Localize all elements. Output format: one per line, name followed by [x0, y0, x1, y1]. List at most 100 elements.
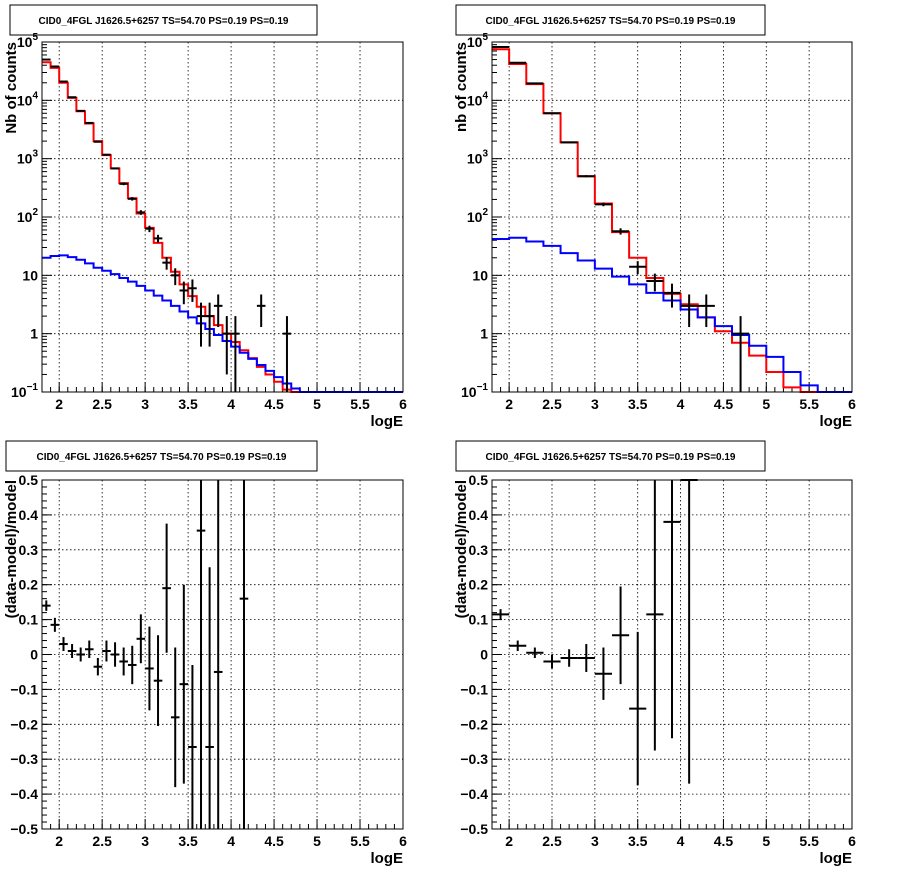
data-point	[732, 316, 750, 392]
data-point	[612, 586, 630, 685]
y-tick-label: −0.3	[460, 751, 488, 767]
x-tick-label: 3.5	[178, 833, 198, 849]
data-point	[282, 316, 292, 392]
data-point	[59, 80, 68, 83]
data-point	[560, 141, 578, 144]
x-tick-label: 6	[399, 396, 407, 412]
data-point	[162, 523, 171, 653]
x-tick-label: 5.5	[799, 396, 819, 412]
data-point	[110, 642, 120, 667]
y-tick-label: −0.2	[10, 716, 38, 732]
data-point	[526, 647, 544, 658]
data-point	[50, 617, 60, 632]
x-tick-label: 4	[677, 396, 685, 412]
data-point	[594, 202, 612, 207]
data-point	[119, 182, 128, 186]
chart-panel-2: CID0_4FGL J1626.5+6257 TS=54.70 PS=0.19 …	[453, 4, 856, 430]
data-point	[680, 294, 698, 328]
data-point	[136, 614, 146, 664]
model-histogram-background	[42, 254, 403, 393]
y-tick-label: 10−1	[11, 382, 38, 400]
y-tick-label: 104	[467, 90, 489, 108]
y-tick-label: −0.5	[460, 821, 488, 837]
y-tick-label: 10	[472, 267, 488, 283]
y-tick-label: 0.3	[469, 542, 489, 558]
data-point	[231, 316, 240, 392]
chart-title: CID0_4FGL J1626.5+6257 TS=54.70 PS=0.19 …	[37, 452, 287, 463]
y-axis-title: (data-model)/model	[3, 480, 20, 618]
x-tick-label: 4	[227, 833, 235, 849]
data-point	[127, 197, 137, 201]
x-tick-label: 2	[55, 396, 63, 412]
plot-frame	[41, 479, 404, 830]
data-point	[179, 584, 189, 784]
data-point	[170, 647, 180, 788]
x-tick-label: 6	[848, 396, 856, 412]
chart-title-box	[5, 440, 318, 472]
x-tick-label: 5	[762, 396, 770, 412]
y-tick-label: −0.1	[10, 681, 38, 697]
data-point	[663, 283, 681, 308]
plot-frame	[491, 479, 853, 830]
y-tick-label: 105	[467, 32, 489, 50]
x-axis-title: logE	[820, 850, 853, 867]
y-tick-label: 1	[480, 326, 488, 342]
y-tick-label: −0.5	[10, 821, 38, 837]
y-tick-label: 0.4	[469, 507, 489, 523]
x-axis-title: logE	[371, 850, 404, 867]
data-point	[153, 234, 163, 243]
x-tick-label: 3.5	[178, 396, 198, 412]
data-point	[76, 109, 85, 112]
data-point	[543, 654, 561, 669]
data-point	[509, 640, 527, 652]
x-axis-title: logE	[820, 413, 853, 430]
data-point	[102, 153, 111, 156]
data-point	[205, 567, 214, 829]
data-point	[213, 480, 223, 829]
data-point	[526, 82, 544, 85]
y-tick-label: 0.1	[19, 612, 39, 628]
data-point	[42, 58, 51, 61]
data-point	[629, 631, 647, 786]
y-tick-label: 103	[467, 149, 489, 167]
data-point	[170, 268, 180, 286]
x-tick-label: 4	[677, 833, 685, 849]
model-histogram-background	[492, 236, 852, 393]
chart-title-box	[9, 4, 318, 36]
x-tick-label: 2.5	[542, 396, 562, 412]
data-point	[153, 635, 163, 727]
data-point	[50, 65, 60, 68]
x-tick-label: 2	[505, 833, 513, 849]
y-tick-label: 0.1	[469, 612, 489, 628]
x-tick-label: 2.5	[92, 833, 112, 849]
data-point	[127, 645, 137, 685]
y-tick-label: −0.4	[460, 786, 488, 802]
y-tick-label: 103	[17, 149, 39, 167]
data-point	[646, 273, 664, 292]
x-tick-label: 2	[55, 833, 63, 849]
y-tick-label: 0.2	[19, 577, 39, 593]
data-point	[543, 112, 561, 115]
data-point	[145, 225, 154, 233]
x-tick-label: 3	[141, 833, 149, 849]
data-point	[76, 647, 85, 662]
y-tick-label: −0.1	[460, 681, 488, 697]
chart-title: CID0_4FGL J1626.5+6257 TS=54.70 PS=0.19 …	[486, 16, 736, 27]
chart-panel-1: CID0_4FGL J1626.5+6257 TS=54.70 PS=0.19 …	[3, 4, 407, 430]
y-axis-title: nb of counts	[453, 42, 470, 132]
chart-title-box	[455, 440, 766, 472]
x-tick-label: 4.5	[264, 396, 284, 412]
x-tick-label: 5.5	[350, 396, 370, 412]
x-tick-label: 4.5	[714, 396, 734, 412]
x-tick-label: 4.5	[264, 833, 284, 849]
x-tick-label: 3	[591, 396, 599, 412]
data-point	[213, 294, 223, 328]
data-point	[594, 647, 612, 700]
y-tick-label: −0.4	[10, 786, 38, 802]
data-point	[680, 479, 698, 784]
chart-title: CID0_4FGL J1626.5+6257 TS=54.70 PS=0.19 …	[486, 452, 736, 463]
data-point	[179, 281, 189, 305]
data-point	[84, 640, 94, 658]
x-tick-label: 2.5	[92, 396, 112, 412]
data-point	[102, 640, 111, 662]
